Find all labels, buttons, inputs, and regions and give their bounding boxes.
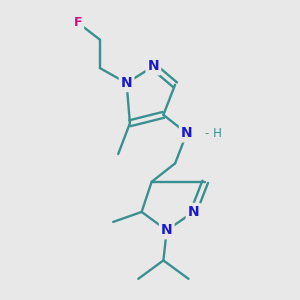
Text: N: N [188,205,199,219]
Text: - H: - H [205,127,222,140]
Text: N: N [181,126,193,140]
Text: F: F [74,16,82,29]
Text: N: N [148,59,159,74]
Text: N: N [181,126,193,140]
Text: N: N [161,223,172,237]
Text: N: N [121,76,132,90]
